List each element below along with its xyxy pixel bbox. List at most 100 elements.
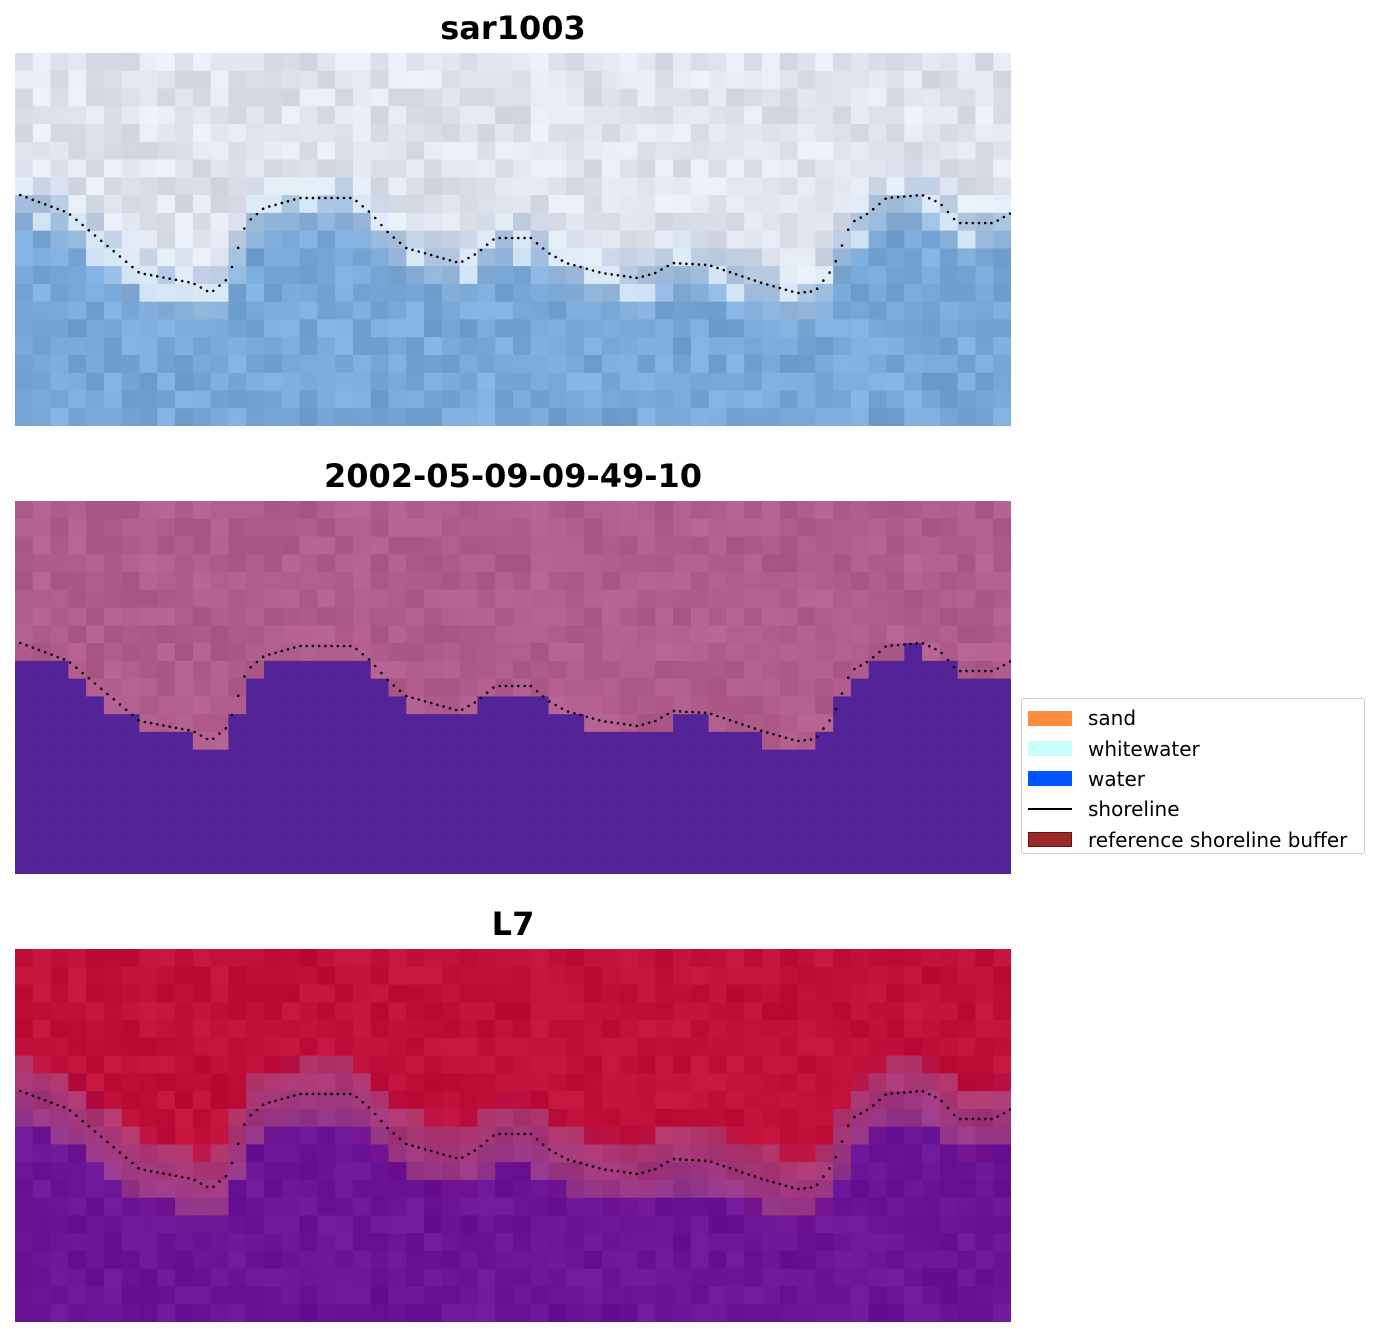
raster-pixel [192,1020,212,1039]
raster-pixel [370,607,390,626]
raster-pixel [637,1002,656,1021]
raster-pixel [850,696,870,715]
raster-pixel [281,1197,301,1217]
raster-pixel [459,518,479,538]
raster-pixel [246,159,265,178]
shoreline-point [666,264,669,268]
raster-pixel [744,820,763,840]
raster-pixel [815,1162,834,1181]
shoreline-point [405,1142,408,1146]
raster-pixel [477,159,496,178]
raster-pixel [655,1126,674,1145]
raster-pixel [157,1268,176,1288]
raster-pixel [726,1286,745,1305]
raster-pixel [922,283,941,303]
raster-pixel [264,731,283,751]
raster-pixel [441,643,461,662]
raster-pixel [744,1126,763,1145]
shoreline-point [896,643,900,647]
raster-pixel [833,572,852,591]
raster-pixel [388,625,407,644]
raster-pixel [335,856,354,874]
raster-pixel [406,1250,425,1270]
raster-pixel [939,1073,959,1092]
raster-pixel [530,159,550,178]
raster-pixel [68,177,87,196]
raster-pixel [15,1091,34,1110]
raster-pixel [406,1144,425,1163]
shoreline-point [840,692,844,695]
raster-pixel [513,1037,532,1057]
raster-pixel [264,53,283,72]
raster-pixel [868,1215,888,1234]
raster-pixel [957,1286,977,1305]
raster-pixel [868,195,888,214]
raster-pixel [210,589,230,609]
raster-pixel [655,572,674,591]
raster-pixel [103,390,123,409]
raster-pixel [441,70,461,90]
shoreline-point [865,660,869,664]
raster-pixel [993,177,1011,196]
raster-pixel [175,159,194,178]
raster-pixel [495,966,514,986]
raster-pixel [779,714,799,733]
raster-pixel [886,266,905,285]
raster-pixel [673,838,692,857]
shoreline-point [436,255,439,259]
raster-pixel [815,1215,834,1234]
raster-pixel [15,1215,34,1234]
raster-pixel [121,1091,141,1110]
raster-pixel [406,1233,425,1252]
shoreline-point [193,282,196,286]
raster-pixel [175,1144,194,1163]
raster-pixel [993,589,1011,609]
raster-pixel [637,554,656,573]
raster-pixel [388,319,407,338]
shoreline-point [585,267,589,271]
raster-pixel [477,230,496,249]
raster-pixel [103,88,123,107]
raster-pixel [762,1162,781,1181]
raster-pixel [15,354,34,374]
raster-pixel [744,88,763,107]
raster-pixel [655,1197,674,1217]
raster-pixel [566,949,585,968]
raster-pixel [619,319,639,338]
raster-pixel [50,1037,69,1057]
raster-pixel [299,966,318,986]
raster-pixel [139,1002,158,1021]
raster-pixel [50,1108,69,1128]
raster-pixel [388,1268,407,1288]
raster-pixel [175,678,194,697]
raster-pixel [103,1108,123,1128]
raster-pixel [833,408,852,426]
raster-pixel [815,301,834,321]
raster-pixel [566,319,585,338]
raster-pixel [922,607,941,626]
shoreline-point [703,1159,707,1163]
raster-pixel [15,1179,34,1199]
raster-pixel [833,536,852,555]
raster-pixel [513,1179,532,1199]
raster-pixel [673,319,692,338]
raster-pixel [175,984,194,1003]
raster-pixel [904,501,923,520]
raster-pixel [352,838,372,857]
raster-pixel [904,554,923,573]
raster-pixel [317,124,336,143]
shoreline-point [156,275,159,278]
raster-pixel [50,1304,69,1322]
raster-pixel [139,838,158,857]
raster-pixel [246,1037,265,1057]
raster-pixel [264,643,283,662]
raster-pixel [175,802,194,822]
raster-pixel [673,1091,692,1110]
raster-pixel [744,354,763,374]
raster-pixel [15,767,34,786]
raster-pixel [815,88,834,107]
raster-pixel [424,1286,443,1305]
shoreline-point [579,1161,582,1165]
raster-pixel [566,70,585,90]
raster-pixel [139,248,158,267]
